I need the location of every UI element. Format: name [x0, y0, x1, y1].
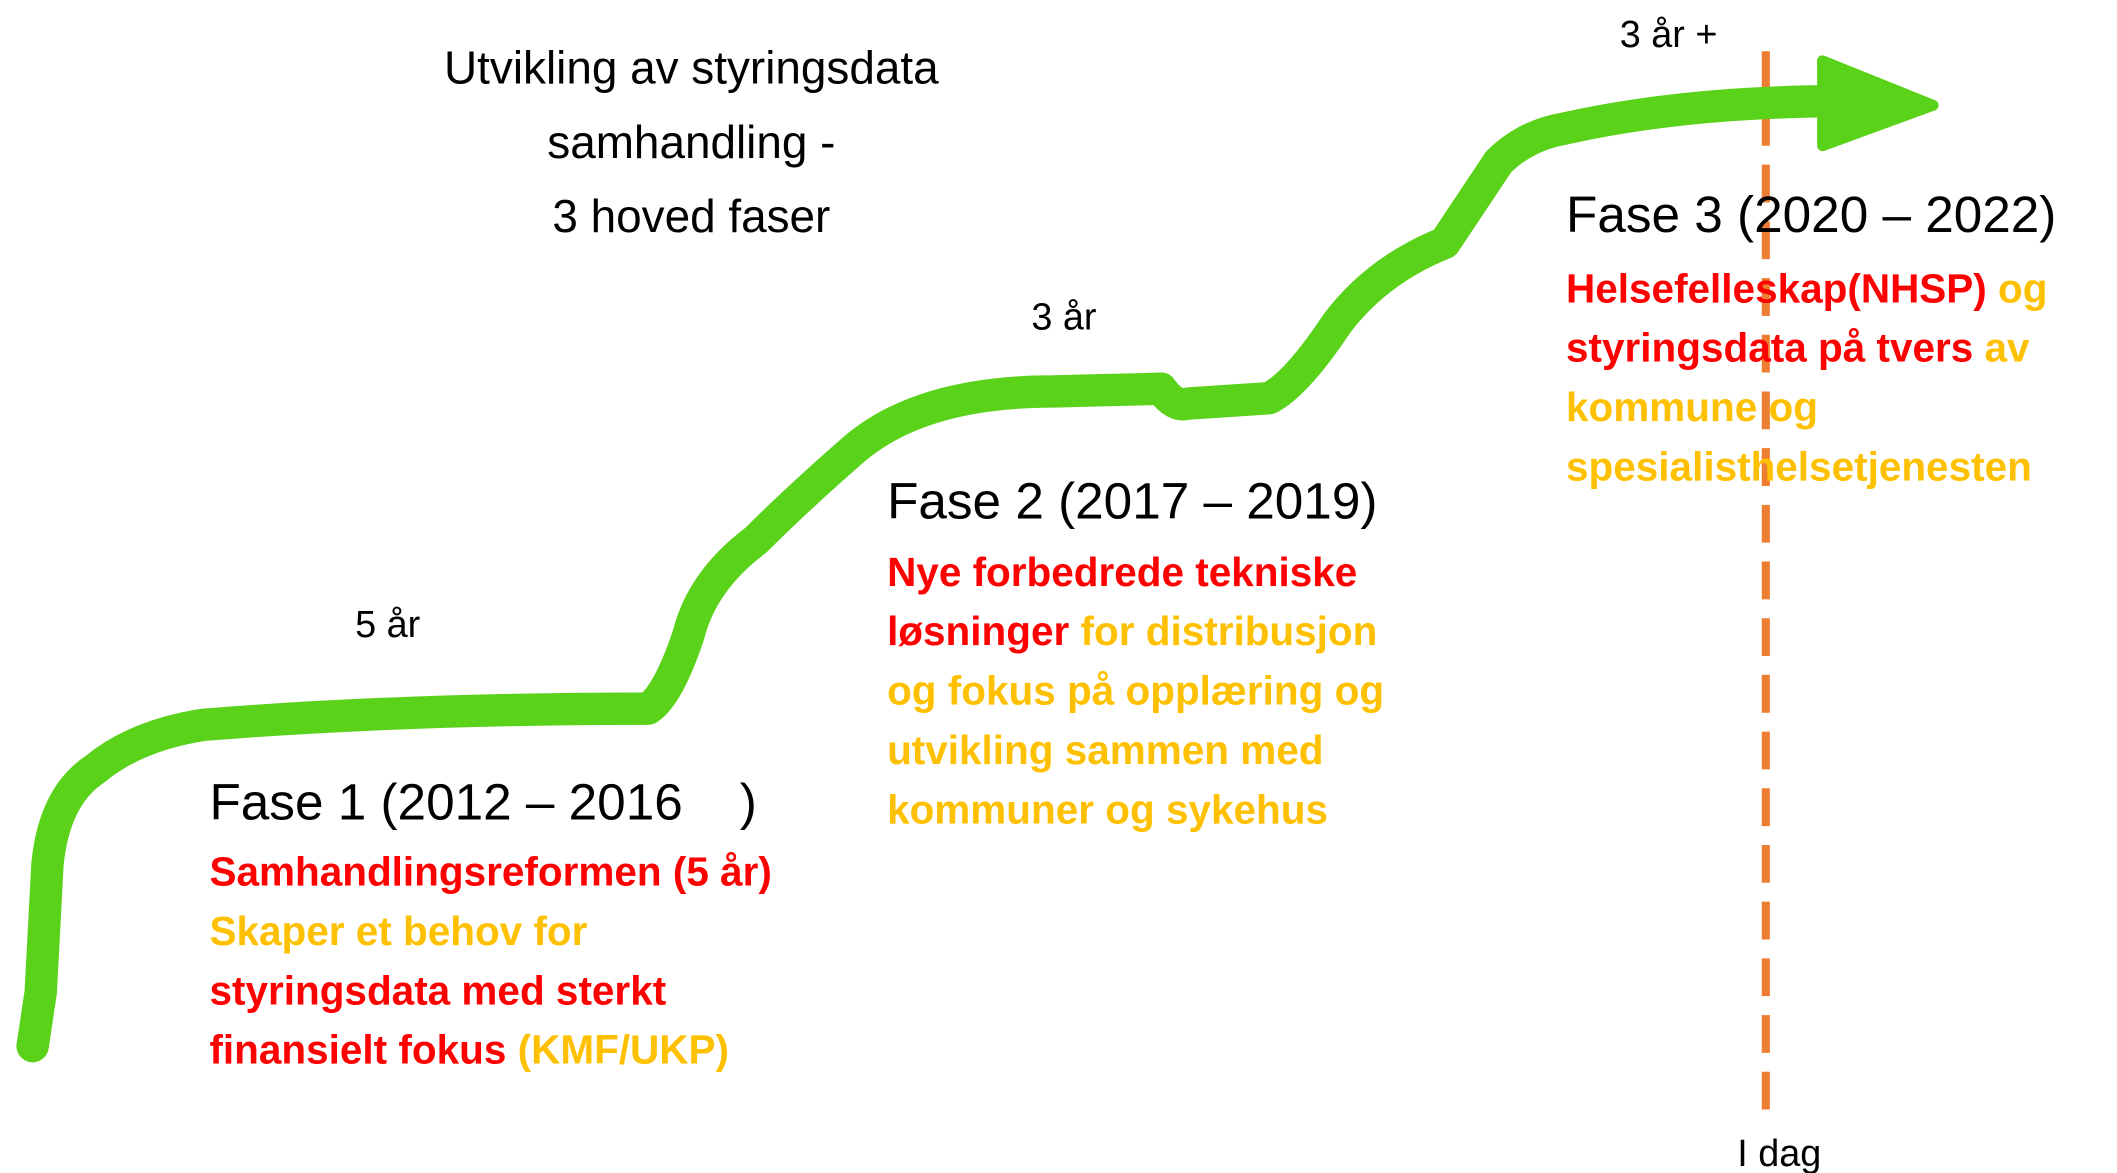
phase-line: løsninger for distribusjon: [887, 608, 1377, 654]
text-run: kommune og: [1566, 384, 1818, 430]
text-run: for distribusjon: [1069, 608, 1377, 654]
duration-label: 3 år +: [1620, 14, 1718, 56]
text-run: av: [1973, 325, 2030, 371]
phase-heading: Fase 3 (2020 – 2022): [1566, 186, 2056, 243]
text-run: og fokus på opplæring og: [887, 668, 1384, 714]
duration-label: 5 år: [355, 604, 420, 646]
phase-heading: Fase 1 (2012 – 2016 ): [209, 773, 756, 830]
text-run: og: [1987, 265, 2048, 311]
arrow-head: [1817, 55, 1939, 152]
phase-line: finansielt fokus (KMF/UKP): [209, 1027, 729, 1073]
phase-line: Skaper et behov for: [209, 908, 587, 954]
text-run: (KMF/UKP): [506, 1027, 729, 1073]
phase-line: kommune og: [1566, 384, 1818, 430]
phase-line: styringsdata på tvers av: [1566, 325, 2030, 371]
phase-line: styringsdata med sterkt: [209, 967, 666, 1013]
phase-line: spesialisthelsetjenesten: [1566, 444, 2032, 490]
text-run: Skaper et behov for: [209, 908, 587, 954]
phase-heading: Fase 2 (2017 – 2019): [887, 472, 1377, 529]
phase-line: Samhandlingsreformen (5 år): [209, 848, 771, 894]
text-run: Samhandlingsreformen (5 år): [209, 848, 771, 894]
title-line: samhandling -: [547, 116, 835, 168]
title-line: 3 hoved faser: [552, 190, 830, 242]
phases: Fase 1 (2012 – 2016 ) Samhandlingsreforme…: [209, 186, 2056, 1072]
text-run: utvikling sammen med: [887, 727, 1323, 773]
phase-line: kommuner og sykehus: [887, 786, 1328, 832]
text-run: Nye forbedrede tekniske: [887, 549, 1357, 595]
today-label: I dag: [1737, 1133, 1821, 1173]
duration-label: 3 år: [1031, 296, 1096, 338]
text-run: Helsefelleskap(NHSP): [1566, 265, 1987, 311]
progress-arrow: [16, 85, 1859, 1063]
text-run: finansielt fokus: [209, 1027, 506, 1073]
text-run: styringsdata på tvers: [1566, 325, 1973, 371]
phase-line: og fokus på opplæring og: [887, 668, 1384, 714]
phase-line: Nye forbedrede tekniske: [887, 549, 1357, 595]
phase-line: Helsefelleskap(NHSP) og: [1566, 265, 2047, 311]
text-run: spesialisthelsetjenesten: [1566, 444, 2032, 490]
text-run: styringsdata med sterkt: [209, 967, 666, 1013]
text-run: kommuner og sykehus: [887, 786, 1328, 832]
title-line: Utvikling av styringsdata: [444, 42, 939, 94]
text-run: løsninger: [887, 608, 1069, 654]
phase-line: utvikling sammen med: [887, 727, 1323, 773]
